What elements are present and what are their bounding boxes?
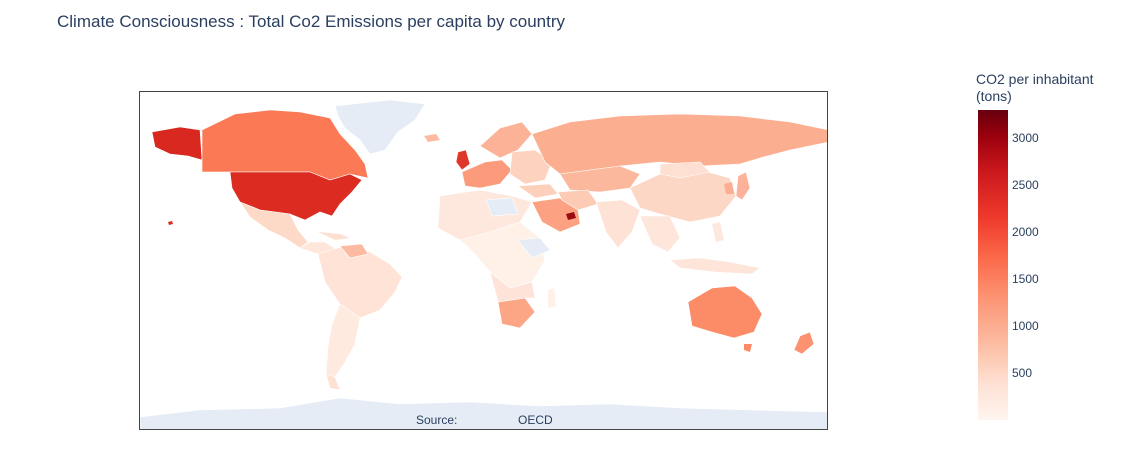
region-chile-argentina-tip[interactable] [325,373,341,391]
annotation-source-label: Source: [416,413,458,427]
region-australia[interactable] [687,285,763,339]
region-south-america-north[interactable] [317,245,403,319]
colorbar-tick-label: 1000 [1012,319,1039,334]
colorbar-tick-label: 2000 [1012,225,1039,240]
chart-title: Climate Consciousness : Total Co2 Emissi… [57,12,566,31]
region-south-africa[interactable] [497,297,536,329]
colorbar-tick-label: 3000 [1012,131,1039,146]
region-new-zealand[interactable] [793,331,815,355]
region-korea[interactable] [724,182,734,194]
annotation-source-value: OECD [518,413,553,427]
region-greenland[interactable] [334,99,426,155]
region-central-asia[interactable] [559,165,641,193]
region-southern-africa[interactable] [489,271,536,303]
region-mexico[interactable] [239,201,309,249]
region-caribbean[interactable] [318,232,350,240]
choropleth-map[interactable] [139,91,828,430]
region-indonesia[interactable] [669,257,761,275]
region-turkey[interactable] [517,183,559,199]
region-uae[interactable] [566,212,576,220]
colorbar-title-line2: (tons) [976,88,1012,104]
region-saudi-arabia[interactable] [531,197,581,233]
region-tasmania[interactable] [744,344,752,352]
region-madagascar[interactable] [548,288,556,308]
region-india[interactable] [595,199,641,249]
region-hawaii[interactable] [168,221,173,225]
region-iceland[interactable] [424,134,440,142]
region-western-europe[interactable] [461,159,513,189]
region-antarctica[interactable] [140,397,828,430]
colorbar [978,110,1008,420]
region-uk[interactable] [455,149,471,171]
region-japan[interactable] [735,171,751,201]
world-map-svg [140,99,828,430]
region-china[interactable] [629,169,737,223]
region-central-africa[interactable] [459,221,546,289]
region-horn-africa-nodata[interactable] [517,237,551,259]
region-venezuela[interactable] [339,243,369,259]
region-eastern-europe[interactable] [509,149,553,185]
region-philippines[interactable] [712,222,724,242]
region-iran[interactable] [557,189,599,211]
region-south-america-south[interactable] [325,303,361,378]
colorbar-tick-label: 1500 [1012,272,1039,287]
colorbar-title: CO2 per inhabitant (tons) [976,71,1126,105]
colorbar-tick-label: 500 [1012,366,1033,381]
region-alaska[interactable] [151,126,203,161]
region-southeast-asia[interactable] [639,215,681,253]
colorbar-title-line1: CO2 per inhabitant [976,71,1094,87]
colorbar-tick-label: 2500 [1012,178,1039,193]
region-mongolia[interactable] [659,161,711,179]
region-libya-egypt-nodata[interactable] [485,197,519,217]
